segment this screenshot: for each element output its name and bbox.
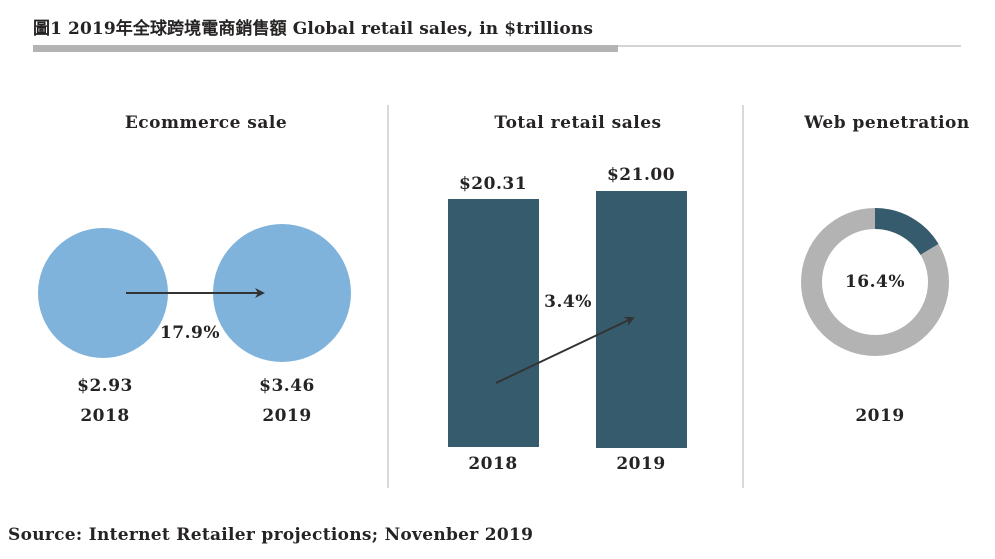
- web-penetration-value: 16.4%: [844, 272, 906, 292]
- retail-year-2018: 2018: [468, 454, 518, 474]
- ecommerce-year-2019: 2019: [262, 406, 312, 426]
- web-year: 2019: [855, 406, 905, 426]
- bubble-2018: [38, 228, 168, 358]
- panel-title-retail: Total retail sales: [494, 113, 662, 133]
- source-note: Source: Internet Retailer projections; N…: [8, 525, 534, 545]
- bubble-2019: [213, 224, 351, 362]
- ecommerce-growth-label: 17.9%: [159, 323, 221, 343]
- panel-title-web: Web penetration: [804, 113, 970, 133]
- ecommerce-year-2018: 2018: [80, 406, 130, 426]
- bar-2018: [448, 199, 539, 447]
- ecommerce-value-2018: $2.93: [77, 376, 133, 396]
- retail-value-2019: $21.00: [606, 165, 676, 185]
- title-accent-bar: [33, 45, 618, 52]
- panel-divider-1: [387, 105, 389, 488]
- growth-arrow-icon: [495, 316, 635, 384]
- chart-title: 圖1 2019年全球跨境電商銷售額 Global retail sales, i…: [33, 19, 593, 39]
- retail-value-2018: $20.31: [458, 174, 528, 194]
- donut-share: [801, 208, 949, 356]
- panel-title-ecommerce: Ecommerce sale: [124, 113, 288, 133]
- bar-2019: [596, 191, 687, 448]
- panel-divider-2: [742, 105, 744, 488]
- retail-growth-label: 3.4%: [544, 292, 592, 312]
- retail-year-2019: 2019: [616, 454, 666, 474]
- ecommerce-value-2019: $3.46: [259, 376, 315, 396]
